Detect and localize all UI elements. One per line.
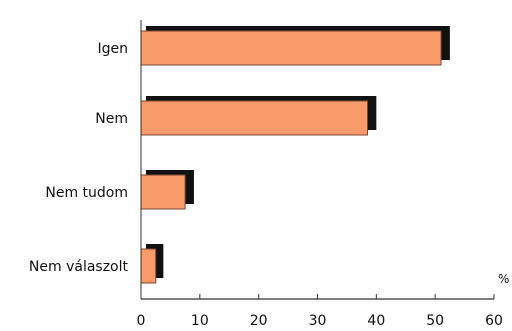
bar xyxy=(140,30,442,66)
category-label: Igen xyxy=(97,41,128,57)
x-tick-label: 10 xyxy=(191,313,209,329)
category-label: Nem tudom xyxy=(45,185,128,201)
bars xyxy=(140,30,442,284)
x-tick-label: 0 xyxy=(137,313,146,329)
x-tick-label: 60 xyxy=(485,313,503,329)
bar xyxy=(140,100,369,136)
category-label: Nem válaszolt xyxy=(29,259,129,275)
bar xyxy=(140,248,157,284)
unit-label: % xyxy=(498,272,509,286)
x-tick-label: 20 xyxy=(250,313,268,329)
bar xyxy=(140,174,186,210)
x-tick-label: 30 xyxy=(309,313,327,329)
category-label: Nem xyxy=(95,111,128,127)
x-tick-label: 40 xyxy=(367,313,385,329)
x-tick-label: 50 xyxy=(426,313,444,329)
category-labels: Igen Nem Nem tudom Nem válaszolt xyxy=(29,41,129,275)
x-axis: 0 10 20 30 40 50 60 xyxy=(137,20,503,329)
